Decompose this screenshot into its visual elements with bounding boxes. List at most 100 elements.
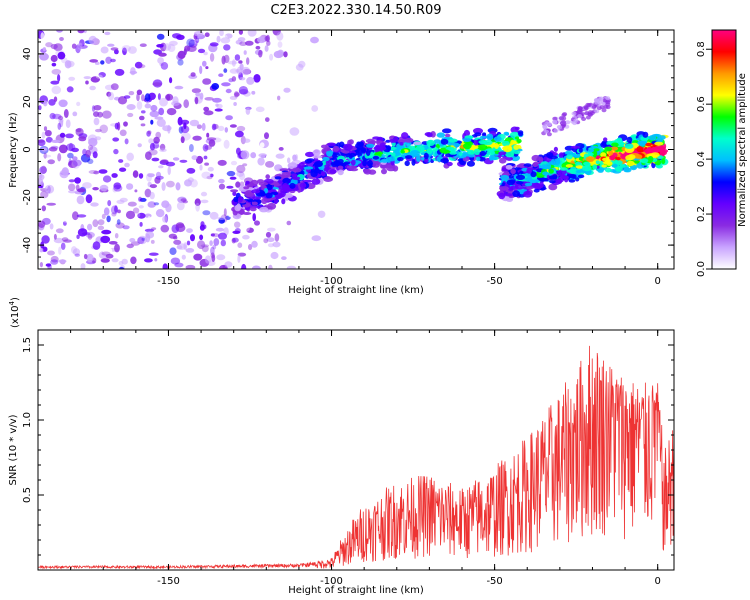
heatmap-cell: [77, 228, 88, 237]
heatmap-cell: [282, 177, 291, 184]
heatmap-cell: [40, 32, 45, 41]
heatmap-cell: [436, 132, 446, 138]
heatmap-cell: [236, 170, 245, 177]
heatmap-cell: [426, 132, 433, 138]
heatmap-cell: [553, 146, 559, 152]
heatmap-cell: [144, 258, 153, 263]
heatmap-cell: [224, 127, 228, 133]
heatmap-cell: [337, 159, 344, 164]
heatmap-cell: [203, 51, 208, 56]
heatmap-cell: [218, 232, 227, 240]
heatmap-cell: [332, 145, 340, 152]
heatmap-cell: [58, 144, 68, 154]
heatmap-cell: [59, 132, 66, 138]
heatmap-cell: [326, 142, 336, 147]
heatmap-cell: [212, 244, 217, 250]
heatmap-cell: [176, 201, 185, 211]
heatmap-cell: [145, 231, 155, 239]
heatmap-cell: [98, 72, 106, 78]
heatmap-cell: [257, 157, 265, 166]
heatmap-cell: [213, 238, 220, 246]
heatmap-cell: [103, 207, 110, 216]
heatmap-cell: [92, 219, 99, 228]
heatmap-cell: [253, 74, 261, 83]
heatmap-cell: [87, 233, 93, 240]
heatmap-cell: [215, 227, 225, 232]
heatmap-cell: [216, 254, 226, 261]
heatmap-cell: [113, 148, 119, 155]
heatmap-cell: [130, 256, 137, 265]
heatmap-cell: [263, 238, 269, 244]
heatmap-cell: [235, 39, 243, 45]
heatmap-cell: [234, 221, 241, 228]
heatmap-cell: [604, 167, 612, 173]
heatmap-cell: [416, 155, 421, 163]
heatmap-cell: [277, 49, 285, 58]
heatmap-cell: [68, 142, 74, 152]
heatmap-cell: [223, 208, 227, 217]
heatmap-cell: [175, 222, 185, 229]
heatmap-cell: [265, 117, 270, 122]
heatmap-cell: [498, 192, 506, 200]
heatmap-cell: [122, 225, 130, 230]
heatmap-cell: [47, 250, 55, 256]
snr-panel: -150 -100 -50 0 0.5 1.0 1.5 Height of straigh…: [8, 297, 675, 596]
heatmap-cell: [230, 160, 238, 166]
heatmap-cell: [172, 33, 182, 39]
heatmap-cell: [224, 33, 233, 39]
heatmap-cell: [117, 209, 121, 214]
heatmap-cell: [55, 220, 66, 229]
heatmap-cell: [88, 170, 99, 174]
heatmap-cell: [209, 42, 219, 47]
heatmap-cell: [112, 186, 118, 193]
heatmap-cell: [348, 152, 356, 158]
heatmap-cell: [41, 205, 46, 212]
heatmap-cell: [201, 122, 206, 131]
heatmap-cell: [523, 163, 532, 168]
heatmap-cell: [232, 191, 237, 196]
heatmap-cell: [242, 163, 248, 167]
heatmap-cell: [162, 125, 172, 132]
heatmap-cell: [190, 234, 195, 242]
heatmap-cell: [66, 60, 75, 68]
heatmap-cell: [101, 229, 112, 235]
heatmap-cell: [602, 157, 610, 162]
heatmap-cell: [626, 160, 635, 167]
heatmap-cell: [507, 187, 514, 191]
heatmap-cell: [504, 193, 513, 197]
heatmap-cell: [72, 248, 81, 256]
heatmap-cell: [350, 159, 356, 166]
heatmap-cell: [241, 66, 251, 76]
heatmap-cell: [221, 82, 231, 87]
heatmap-cell: [232, 237, 239, 243]
heatmap-cell: [200, 199, 209, 204]
heatmap-cell: [239, 41, 248, 46]
heatmap-cell: [505, 156, 514, 161]
heatmap-cell: [196, 124, 202, 129]
heatmap-cell: [212, 97, 222, 103]
heatmap-cell: [615, 160, 623, 166]
heatmap-cell: [334, 160, 339, 166]
heatmap-cell: [126, 183, 134, 190]
heatmap-cell: [381, 168, 387, 175]
heatmap-cell: [139, 43, 147, 47]
heatmap-cell: [180, 125, 190, 134]
heatmap-cell: [119, 167, 127, 172]
heatmap-cell: [289, 127, 300, 136]
heatmap-cell: [287, 157, 291, 164]
heatmap-cell: [208, 43, 218, 53]
heatmap-cell: [238, 30, 243, 35]
heatmap-cell: [154, 144, 160, 149]
heatmap-cell: [57, 122, 62, 130]
heatmap-cell: [172, 157, 180, 161]
heatmap-cell: [265, 161, 275, 168]
heatmap-cell: [477, 144, 487, 151]
heatmap-cell: [162, 263, 168, 269]
heatmap-cell: [611, 142, 619, 147]
heatmap-cell: [176, 245, 183, 250]
heatmap-cell: [209, 53, 215, 62]
heatmap-cell: [230, 189, 239, 193]
heatmap-cell: [440, 138, 449, 145]
heatmap-cell: [235, 69, 245, 73]
heatmap-cell: [463, 142, 472, 150]
